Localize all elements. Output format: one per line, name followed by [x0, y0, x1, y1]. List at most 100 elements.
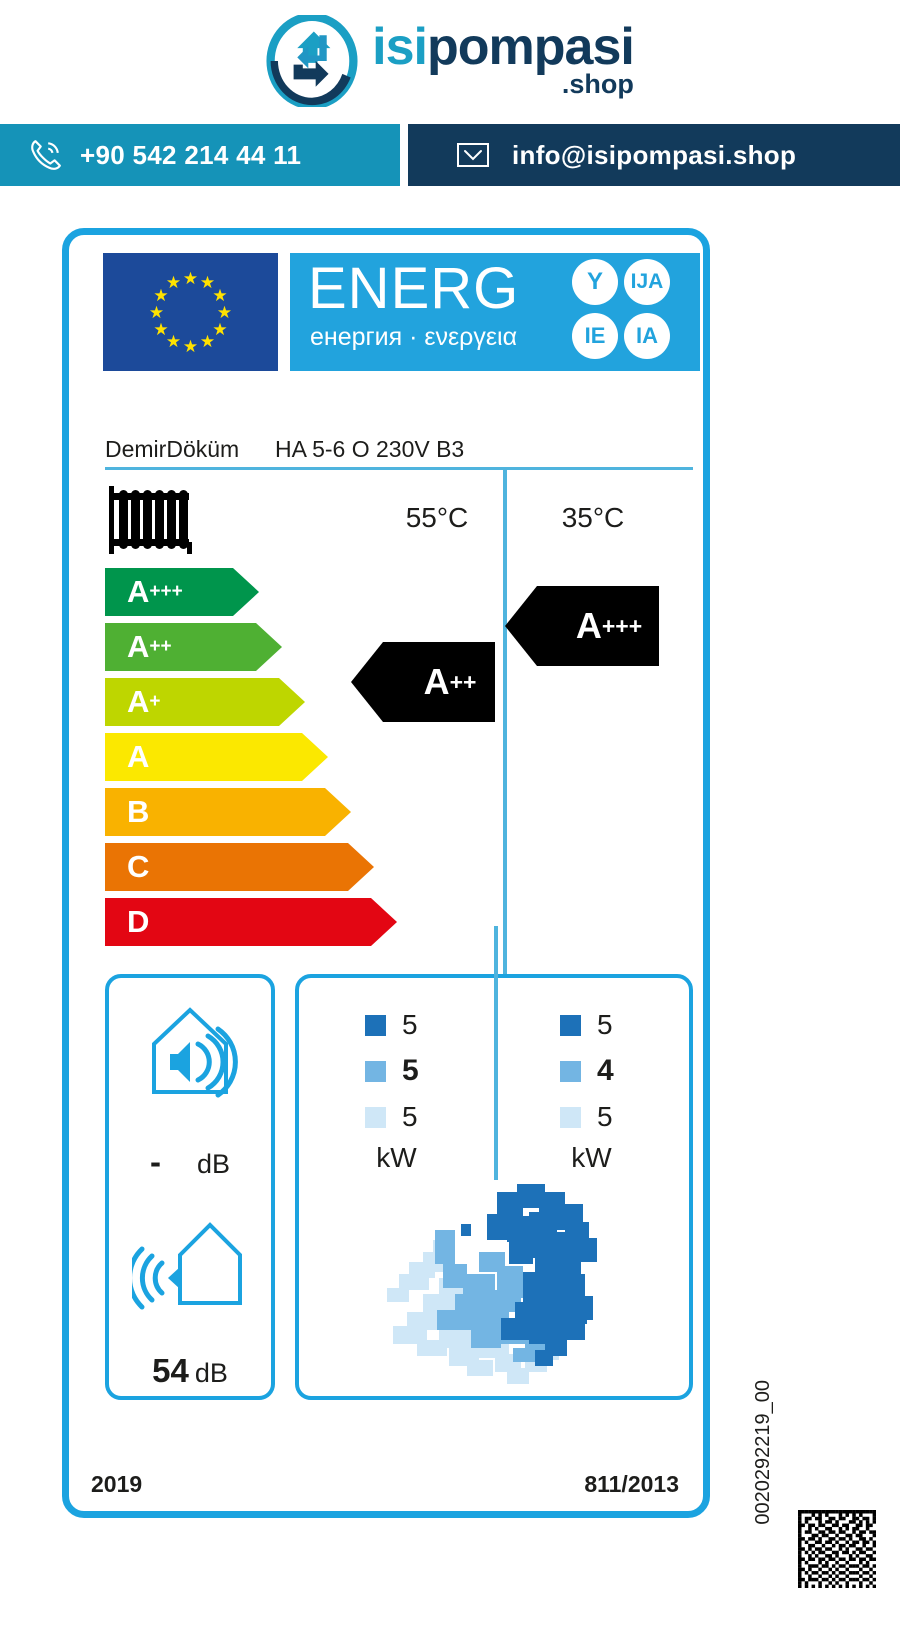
efficiency-class-letter: D — [127, 904, 150, 939]
heat-output-value: 5 — [597, 1009, 613, 1040]
climate-zone-swatch — [560, 1106, 581, 1128]
label-bottom-section: - dB 54 dB — [105, 926, 693, 1400]
site-logo[interactable]: isipompasi .shop — [266, 15, 635, 107]
rating-arrow-35c: A +++ — [505, 586, 659, 666]
efficiency-class-letter: C — [127, 849, 150, 884]
phone-contact-button[interactable]: +90 542 214 44 11 — [0, 124, 400, 186]
energ-circle-ia: IA — [624, 313, 670, 359]
efficiency-class-letter: A — [127, 629, 150, 664]
model-identifier: HA 5-6 O 230V B3 — [275, 436, 465, 462]
temperature-low: 35°C — [561, 502, 625, 533]
eu-star: ★ — [153, 319, 169, 339]
heat-output-row: 5 — [299, 1048, 494, 1094]
efficiency-class-bar: A ++ — [105, 623, 282, 671]
email-address: info@isipompasi.shop — [512, 139, 797, 170]
sound-power-box: - dB 54 dB — [105, 974, 275, 1400]
heat-output-column: 5 4 5 kW — [494, 978, 689, 1190]
energ-subtitle: енергия · ενεργεια — [310, 323, 518, 351]
heat-output-value: 5 — [402, 1054, 419, 1087]
outdoor-sound-value: 54 — [152, 1352, 189, 1389]
efficiency-class-bar: A + — [105, 678, 305, 726]
outdoor-sound-value-row: 54 dB — [109, 1352, 271, 1390]
efficiency-class-bar: A +++ — [105, 568, 259, 616]
rating-arrow-55c: A ++ — [351, 642, 495, 722]
envelope-icon — [457, 143, 489, 167]
logo-text-shop: .shop — [561, 69, 634, 99]
climate-zone-swatch — [560, 1060, 581, 1082]
site-header: isipompasi .shop — [0, 0, 900, 122]
heat-output-value: 5 — [402, 1101, 418, 1132]
efficiency-class-bar: C — [105, 843, 374, 891]
vertical-divider — [503, 468, 507, 1150]
eu-star: ★ — [148, 302, 165, 322]
efficiency-class-letter: A — [127, 684, 150, 719]
energy-label-card: ★ ★ ★ ★ ★ ★ ★ ★ ★ ★ ★ ★ ENERG енергия · ενεργεια Y … — [62, 228, 710, 1518]
document-code: 0020292219_00 — [752, 1380, 774, 1525]
outdoor-sound-cell: 54 dB — [109, 1191, 271, 1404]
label-regulation: 811/2013 — [584, 1471, 679, 1497]
heat-output-value: 4 — [597, 1054, 614, 1087]
efficiency-class-bar: D — [105, 898, 397, 946]
application-row: 55°C 35°C — [105, 480, 693, 558]
eu-star: ★ — [199, 331, 216, 351]
heat-output-box: 5 5 5 kW 5 4 5 kW — [295, 926, 693, 1400]
label-footer: 2019 811/2013 — [91, 1471, 679, 1505]
temperature-high: 55°C — [405, 502, 469, 533]
radiator-icon — [109, 486, 192, 554]
indoor-sound-power-icon — [152, 1007, 238, 1098]
logo-text-pompasi: pompasi — [427, 18, 635, 77]
indoor-sound-unit: dB — [196, 1149, 231, 1179]
climate-zone-swatch — [365, 1060, 386, 1082]
power-column-divider — [494, 926, 498, 1180]
eu-star: ★ — [182, 336, 199, 356]
rating-arrow-35c-letter: A — [575, 605, 602, 646]
heat-output-row: 5 — [299, 1002, 494, 1048]
eu-star: ★ — [212, 319, 228, 339]
eu-flag-icon: ★ ★ ★ ★ ★ ★ ★ ★ ★ ★ ★ ★ — [103, 253, 278, 371]
divider — [105, 467, 693, 470]
heat-output-row: 4 — [494, 1048, 689, 1094]
efficiency-class-letter: A — [127, 574, 150, 609]
eu-star: ★ — [212, 285, 228, 305]
supplier-name: DemirDöküm — [105, 436, 240, 462]
heat-output-value: 5 — [597, 1101, 613, 1132]
eu-star: ★ — [199, 273, 216, 293]
energ-circle-ie: IE — [572, 313, 618, 359]
rating-arrow-55c-letter: A — [423, 661, 450, 702]
efficiency-class-bars: A +++ A ++ A + A B C D — [105, 568, 397, 953]
phone-number: +90 542 214 44 11 — [80, 139, 302, 170]
eu-star: ★ — [165, 331, 182, 351]
heat-output-row: 5 — [299, 1094, 494, 1140]
contact-bar: +90 542 214 44 11 info@isipompasi.shop — [0, 124, 900, 186]
heat-output-row: 5 — [494, 1002, 689, 1048]
heat-output-row: 5 — [494, 1094, 689, 1140]
eu-star: ★ — [216, 302, 233, 322]
datamatrix-code-icon — [798, 1510, 876, 1588]
heat-output-columns: 5 5 5 kW 5 4 5 kW — [299, 978, 689, 1190]
phone-icon — [31, 140, 61, 170]
eu-star: ★ — [165, 273, 182, 293]
label-year: 2019 — [91, 1471, 143, 1497]
label-header: ★ ★ ★ ★ ★ ★ ★ ★ ★ ★ ★ ★ ENERG енергия · ενεργεια Y … — [103, 253, 700, 371]
efficiency-scale: A +++ A ++ A + A B C D A ++ A +++ — [105, 468, 693, 1150]
climate-zone-swatch — [560, 1014, 581, 1036]
europe-climate-map-icon — [387, 1184, 597, 1384]
efficiency-class-bar: A — [105, 733, 328, 781]
climate-zone-swatch — [365, 1014, 386, 1036]
heat-output-value: 5 — [402, 1009, 418, 1040]
eu-star: ★ — [182, 268, 199, 288]
energ-circle-ija: IJA — [624, 259, 670, 305]
outdoor-sound-power-icon — [132, 1222, 242, 1310]
efficiency-class-letter: A — [127, 739, 150, 774]
email-contact-button[interactable]: info@isipompasi.shop — [408, 124, 900, 186]
energ-circle-y: Y — [572, 259, 618, 305]
heat-output-unit: kW — [376, 1142, 417, 1173]
outdoor-sound-unit: dB — [194, 1358, 228, 1388]
indoor-sound-value: - — [149, 1143, 161, 1180]
refresh-arrows-icon — [266, 15, 358, 107]
energ-strip: ENERG енергия · ενεργεια Y IJA IE IA — [290, 253, 700, 371]
energ-language-circles: Y IJA IE IA — [572, 259, 690, 365]
efficiency-class-letter: B — [127, 794, 150, 829]
indoor-sound-cell: - dB — [109, 978, 271, 1191]
